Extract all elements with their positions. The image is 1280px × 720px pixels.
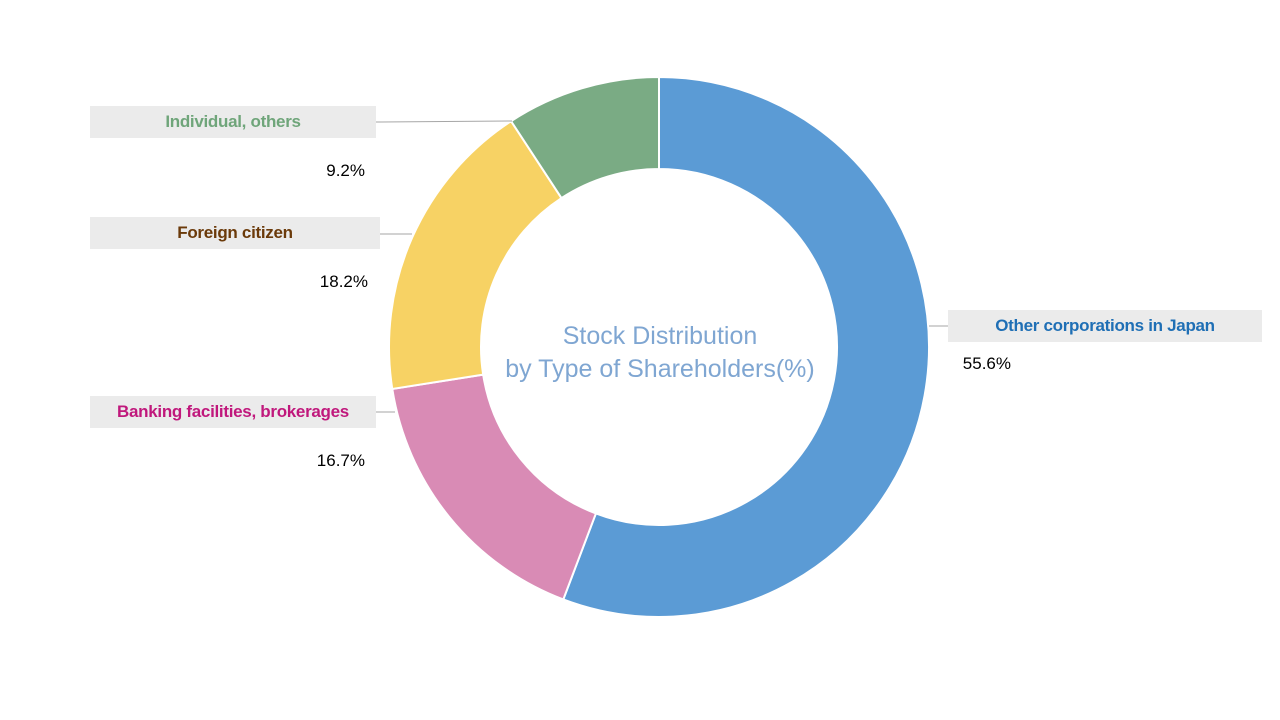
label-banking-facilities: Banking facilities, brokerages <box>90 396 376 428</box>
value-other-corporations: 55.6% <box>962 354 1011 373</box>
value-individual-others: 9.2% <box>326 161 365 180</box>
chart-title-line1: Stock Distribution <box>562 322 758 350</box>
value-banking-facilities: 16.7% <box>316 451 365 470</box>
label-foreign-citizen: Foreign citizen <box>90 217 380 249</box>
label-other-corporations: Other corporations in Japan <box>948 310 1262 342</box>
chart-title-line2: by Type of Shareholders(%) <box>505 355 815 383</box>
slice-banking-facilities <box>391 373 598 601</box>
slice-individual-others <box>509 75 660 200</box>
leader-line-individual-others <box>375 120 513 123</box>
chart-title: Stock Distribution by Type of Shareholde… <box>460 320 860 386</box>
slice-other-corporations <box>561 75 930 618</box>
value-foreign-citizen: 18.2% <box>319 272 368 291</box>
label-individual-others: Individual, others <box>90 106 376 138</box>
